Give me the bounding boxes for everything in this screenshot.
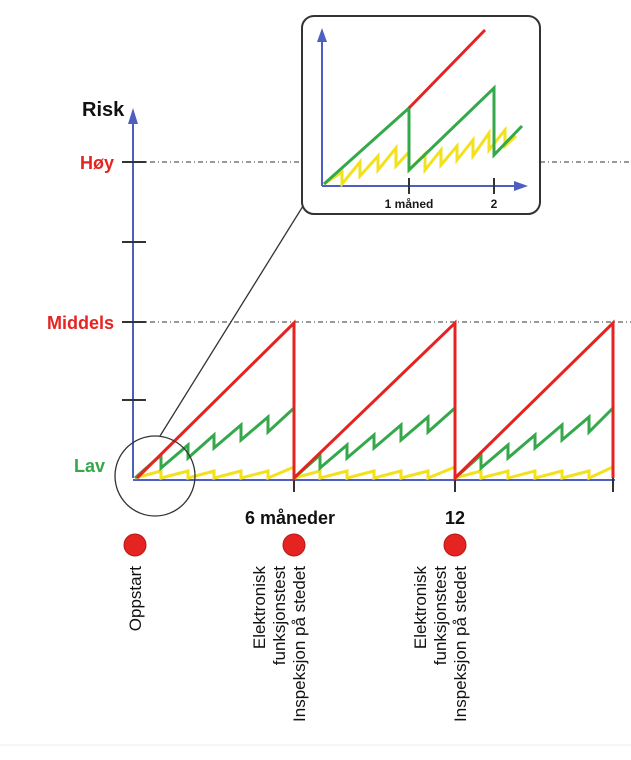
event-label-6-line1: Elektronisk bbox=[250, 566, 269, 650]
inset-x-axis-arrow bbox=[514, 181, 528, 191]
zoom-circle bbox=[114, 435, 196, 517]
event-label-startup: Oppstart bbox=[126, 566, 145, 631]
x-tick-label-6: 6 måneder bbox=[245, 508, 335, 528]
event-marker-12 bbox=[443, 533, 467, 557]
event-marker-startup bbox=[123, 533, 147, 557]
x-tick-label-12: 12 bbox=[445, 508, 465, 528]
high-risk-sawtooth bbox=[135, 319, 615, 482]
level-label-low: Lav bbox=[74, 456, 105, 476]
inset-high-risk-line bbox=[407, 28, 487, 110]
zoom-connector bbox=[159, 197, 309, 437]
event-label-12-line1: Elektronisk bbox=[411, 566, 430, 650]
event-label-12-line3: Inspeksjon på stedet bbox=[451, 566, 470, 722]
y-axis-arrow bbox=[128, 108, 138, 124]
inset-medium-risk-sawtooth bbox=[323, 84, 524, 186]
y-axis-title: Risk bbox=[82, 99, 125, 121]
inset-y-axis-arrow bbox=[317, 28, 327, 42]
event-label-6-line3: Inspeksjon på stedet bbox=[290, 566, 309, 722]
level-label-high: Høy bbox=[80, 153, 114, 173]
medium-risk-sawtooth bbox=[134, 404, 615, 482]
level-label-medium: Middels bbox=[47, 313, 114, 333]
event-label-12-line2: funksjonstest bbox=[431, 566, 450, 665]
inset-box bbox=[301, 15, 541, 215]
inset-tick-label-2: 2 bbox=[491, 197, 498, 211]
event-marker-6 bbox=[282, 533, 306, 557]
inset-tick-label-1: 1 måned bbox=[385, 197, 434, 211]
inset-low-risk-sawtooth bbox=[323, 125, 518, 189]
event-label-6-line2: funksjonstest bbox=[270, 566, 289, 665]
low-risk-sawtooth bbox=[134, 464, 614, 481]
